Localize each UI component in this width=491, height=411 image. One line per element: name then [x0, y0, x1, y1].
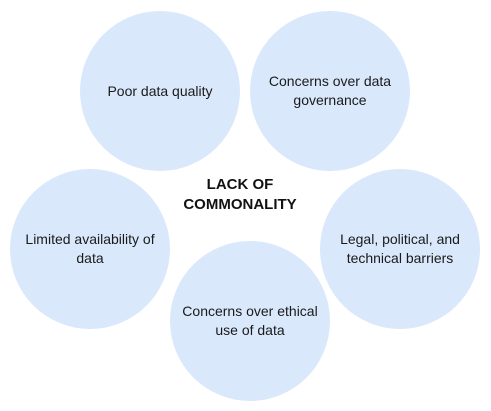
circle-legal-political-technical: Legal, political, and technical barriers [320, 169, 480, 329]
circle-label: Concerns over data governance [268, 73, 392, 108]
circle-label: Limited availability of data [25, 231, 155, 266]
circle-label: Legal, political, and technical barriers [340, 231, 460, 266]
center-title: LACK OF COMMONALITY [183, 176, 297, 213]
circle-limited-availability: Limited availability of data [10, 169, 170, 329]
circle-data-governance: Concerns over data governance [250, 11, 410, 171]
circle-poor-data-quality: Poor data quality [80, 11, 240, 171]
circle-ethical-use: Concerns over ethical use of data [170, 241, 330, 401]
circle-label: Poor data quality [107, 82, 213, 99]
circle-label: Concerns over ethical use of data [182, 303, 318, 338]
